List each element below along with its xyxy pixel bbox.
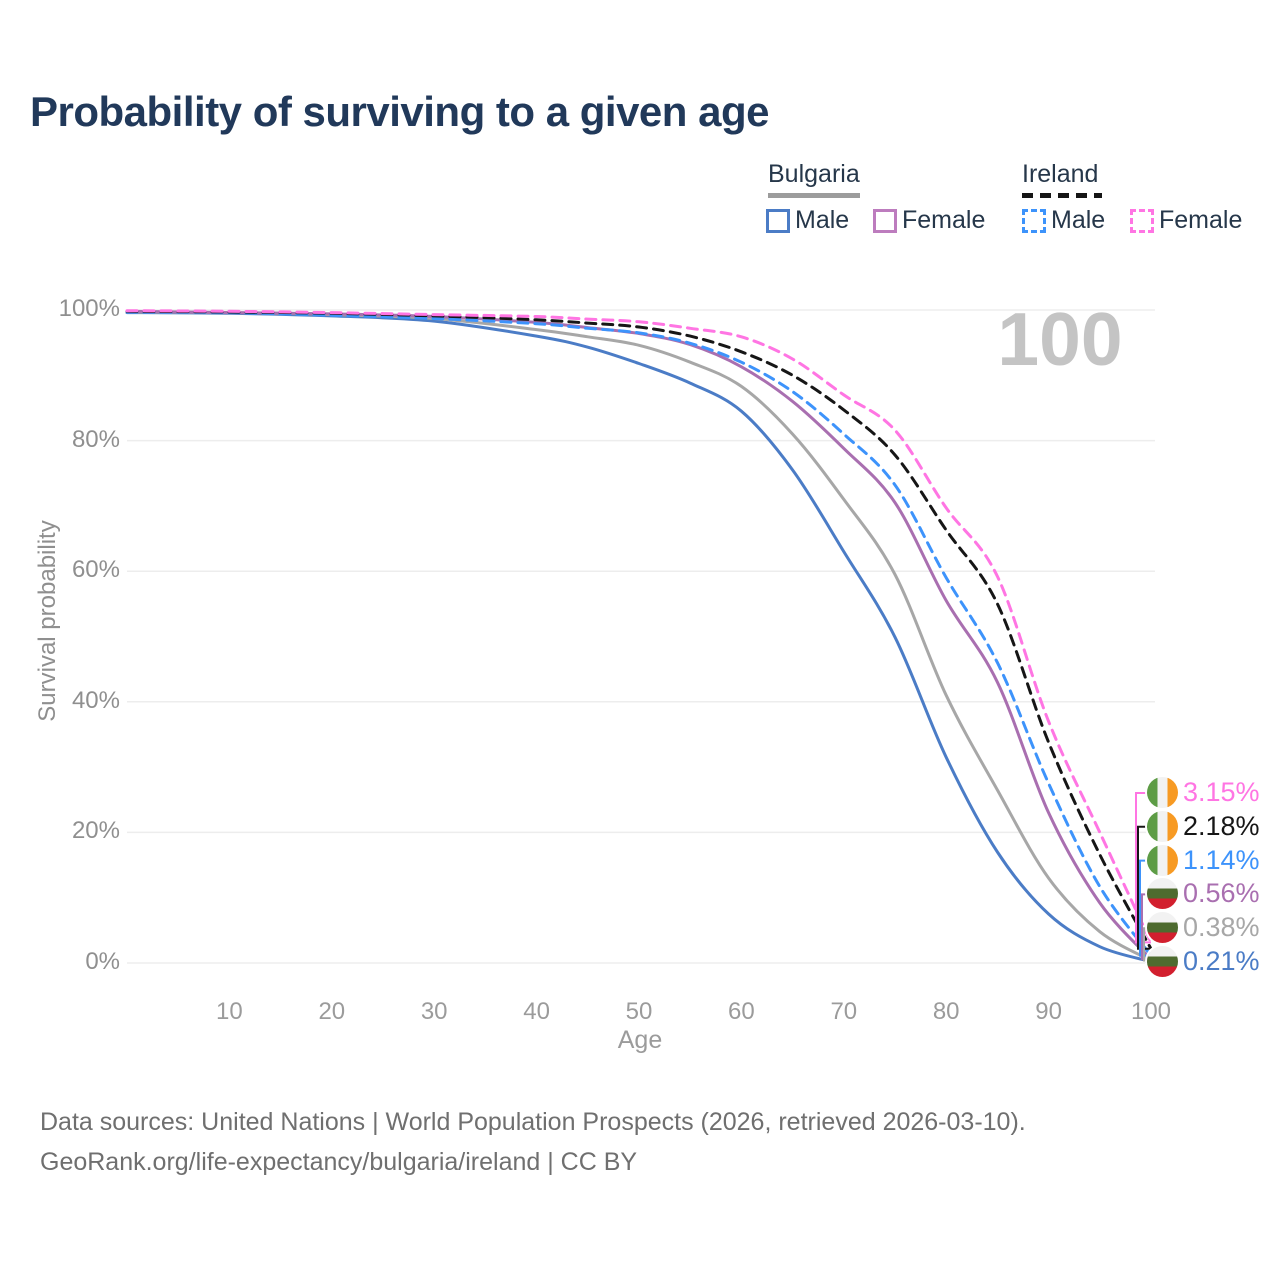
y-tick-label: 60% [71, 556, 120, 584]
x-tick-label: 60 [728, 998, 755, 1025]
x-tick-label: 80 [932, 998, 960, 1025]
x-tick-label: 50 [625, 998, 653, 1025]
end-value-label: 2.18% [1183, 810, 1260, 841]
legend-item-bulgaria-male[interactable]: Male [766, 206, 849, 235]
ireland-flag-icon [1147, 777, 1178, 808]
x-tick-label: 40 [523, 998, 550, 1025]
legend-group-bulgaria: Bulgaria [768, 160, 860, 198]
series-curve-bulgaria-male [125, 311, 1153, 964]
end-label-row: 2.18% [1147, 810, 1260, 842]
bulgaria-male-swatch-icon [766, 208, 790, 233]
end-label-row: 3.15% [1147, 777, 1260, 808]
x-tick-label: 30 [420, 998, 448, 1025]
end-label-leader-line [1141, 893, 1151, 961]
legend-item-label: Female [1159, 206, 1243, 234]
bulgaria-flag-icon [1147, 946, 1178, 977]
series-curve-bulgaria-both-sexes [125, 310, 1153, 962]
bulgaria-flag-icon [1147, 912, 1178, 944]
legend-group-ireland: Ireland [1022, 160, 1102, 198]
end-label-leader-line [1139, 859, 1151, 957]
end-label-row: 0.38% [1147, 912, 1260, 944]
ireland-flag-icon [1147, 844, 1178, 876]
legend-item-bulgaria-female[interactable]: Female [873, 206, 985, 235]
x-tick-label: 10 [216, 998, 243, 1025]
legend-item-ireland-male[interactable]: Male [1022, 206, 1105, 235]
end-value-label: 0.56% [1183, 878, 1260, 909]
ireland-flag-icon [1147, 810, 1178, 842]
x-tick-label: 100 [1130, 998, 1172, 1025]
y-tick-label: 100% [58, 295, 120, 322]
legend-item-label: Male [1051, 206, 1106, 234]
y-tick-label: 0% [85, 948, 120, 975]
bulgaria-female-swatch-icon [873, 208, 897, 233]
y-tick-label: 80% [71, 425, 120, 453]
hovered-age-watermark: 100 [997, 297, 1123, 381]
series-curve-ireland-male [125, 310, 1153, 958]
ireland-female-swatch-icon [1130, 208, 1154, 233]
series-curve-ireland-female [125, 309, 1153, 944]
x-tick-label: 90 [1035, 998, 1062, 1025]
legend-country-ireland: Ireland [1022, 160, 1099, 188]
attribution-text: GeoRank.org/life-expectancy/bulgaria/ire… [40, 1148, 638, 1176]
end-label-row: 0.21% [1147, 946, 1260, 977]
end-value-label: 1.14% [1183, 844, 1260, 875]
page-title: Probability of surviving to a given age [30, 88, 769, 135]
y-tick-label: 40% [71, 686, 120, 714]
bulgaria-flag-icon [1147, 878, 1178, 910]
ireland-male-swatch-icon [1022, 208, 1046, 233]
data-sources-text: Data sources: United Nations | World Pop… [40, 1108, 1026, 1136]
legend-item-ireland-female[interactable]: Female [1130, 206, 1242, 235]
end-value-label: 0.21% [1183, 946, 1260, 976]
end-label-row: 1.14% [1147, 844, 1260, 876]
y-tick-label: 20% [71, 817, 120, 845]
legend-country-bulgaria: Bulgaria [768, 160, 860, 188]
bulgaria-line-style-swatch [768, 193, 860, 198]
series-curve-bulgaria-female [125, 309, 1153, 961]
end-value-label: 0.38% [1183, 912, 1260, 943]
legend-item-label: Male [795, 206, 850, 234]
x-tick-label: 70 [830, 998, 858, 1025]
end-label-row: 0.56% [1147, 878, 1260, 910]
end-value-label: 3.15% [1183, 777, 1260, 807]
ireland-line-style-swatch [1022, 193, 1102, 198]
legend-item-label: Female [902, 206, 986, 234]
x-tick-label: 20 [318, 998, 346, 1025]
x-axis-title: Age [617, 1026, 663, 1054]
